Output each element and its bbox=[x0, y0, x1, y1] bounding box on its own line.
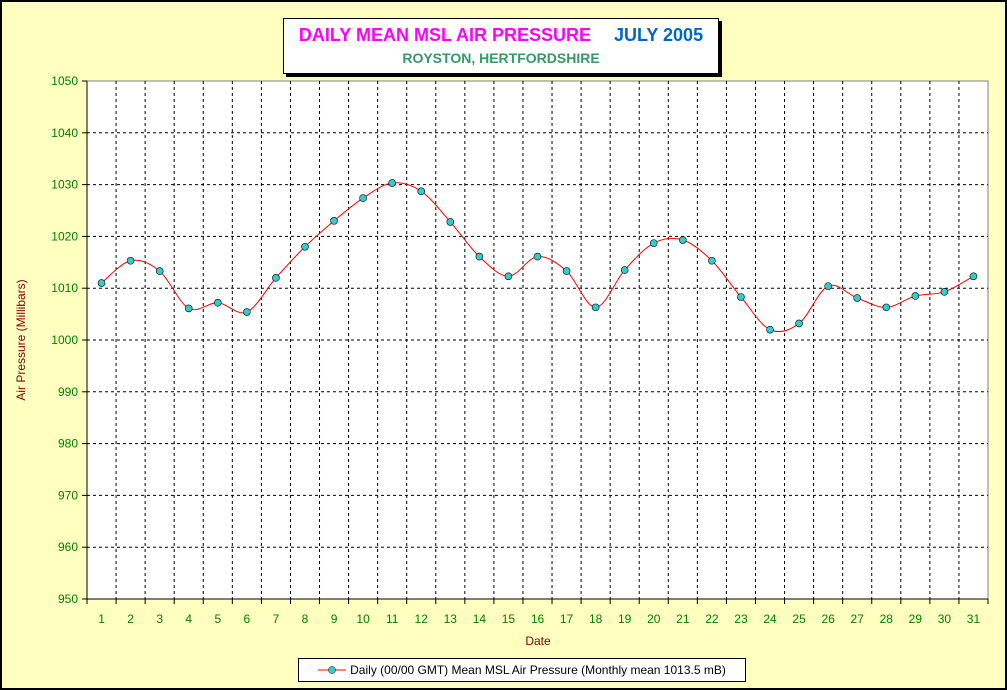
data-point bbox=[330, 217, 338, 225]
x-tick-label: 19 bbox=[618, 612, 632, 626]
y-tick-label: 980 bbox=[58, 437, 78, 451]
x-tick-label: 22 bbox=[705, 612, 719, 626]
data-point bbox=[795, 319, 803, 328]
x-tick-label: 8 bbox=[302, 612, 309, 626]
data-point bbox=[969, 272, 978, 281]
x-tick-label: 3 bbox=[156, 612, 163, 626]
y-tick-label: 1040 bbox=[51, 126, 78, 140]
x-tick-label: 31 bbox=[967, 612, 981, 626]
data-point bbox=[591, 303, 600, 312]
x-tick-label: 26 bbox=[821, 612, 835, 626]
x-tick-label: 9 bbox=[331, 612, 338, 626]
x-tick-label: 5 bbox=[214, 612, 221, 626]
chart-title-date: JULY 2005 bbox=[614, 25, 704, 45]
x-tick-label: 18 bbox=[589, 612, 603, 626]
data-point bbox=[184, 304, 193, 313]
x-tick-label: 27 bbox=[851, 612, 865, 626]
data-point bbox=[417, 187, 426, 196]
data-point bbox=[504, 272, 513, 281]
data-point bbox=[620, 266, 629, 274]
x-tick-label: 29 bbox=[909, 612, 923, 626]
data-point bbox=[911, 292, 920, 300]
data-point bbox=[475, 252, 484, 261]
title-line: DAILY MEAN MSL AIR PRESSURE JULY 2005 bbox=[284, 25, 718, 46]
data-point bbox=[359, 194, 367, 202]
x-tick-label: 21 bbox=[676, 612, 690, 626]
data-point bbox=[126, 256, 135, 265]
data-point bbox=[679, 236, 687, 244]
x-tick-label: 30 bbox=[938, 612, 952, 626]
x-tick-label: 1 bbox=[98, 612, 105, 626]
y-tick-label: 970 bbox=[58, 488, 78, 502]
x-tick-label: 20 bbox=[647, 612, 661, 626]
data-point bbox=[446, 218, 455, 226]
data-point bbox=[213, 298, 222, 307]
chart-title: DAILY MEAN MSL AIR PRESSURE bbox=[298, 25, 591, 45]
data-point bbox=[824, 282, 832, 290]
x-tick-label: 23 bbox=[734, 612, 748, 626]
chart-subtitle: ROYSTON, HERTFORDSHIRE bbox=[402, 50, 600, 66]
data-point bbox=[97, 279, 106, 287]
data-point bbox=[708, 256, 716, 265]
data-point bbox=[533, 252, 542, 261]
data-point bbox=[155, 267, 164, 275]
data-point bbox=[243, 308, 251, 316]
x-tick-label: 25 bbox=[792, 612, 806, 626]
y-tick-label: 1050 bbox=[51, 74, 78, 88]
data-point bbox=[766, 325, 774, 334]
legend: Daily (00/00 GMT) Mean MSL Air Pressure … bbox=[298, 658, 746, 682]
y-tick-label: 950 bbox=[58, 592, 78, 606]
y-tick-label: 990 bbox=[58, 385, 78, 399]
x-axis-label: Date bbox=[525, 634, 551, 648]
data-point bbox=[737, 293, 745, 301]
y-tick-label: 1010 bbox=[51, 281, 78, 295]
data-point bbox=[388, 179, 396, 187]
x-tick-label: 16 bbox=[531, 612, 545, 626]
y-tick-label: 1030 bbox=[51, 178, 78, 192]
x-tick-label: 11 bbox=[386, 612, 399, 626]
x-tick-label: 2 bbox=[127, 612, 134, 626]
y-axis-label: Air Pressure (Millibars) bbox=[14, 279, 28, 401]
data-point bbox=[940, 288, 949, 296]
title-box: DAILY MEAN MSL AIR PRESSURE JULY 2005 RO… bbox=[283, 18, 719, 74]
data-point bbox=[301, 242, 309, 251]
x-tick-label: 7 bbox=[273, 612, 280, 626]
y-tick-label: 960 bbox=[58, 540, 78, 554]
x-tick-label: 10 bbox=[356, 612, 370, 626]
data-point bbox=[272, 274, 280, 282]
x-tick-label: 6 bbox=[244, 612, 251, 626]
data-point bbox=[649, 239, 658, 247]
data-point bbox=[562, 267, 571, 275]
y-tick-label: 1000 bbox=[51, 333, 78, 347]
x-tick-label: 4 bbox=[185, 612, 192, 626]
y-tick-label: 1020 bbox=[51, 229, 78, 243]
x-tick-label: 28 bbox=[880, 612, 894, 626]
data-point bbox=[853, 294, 862, 302]
x-tick-label: 15 bbox=[502, 612, 516, 626]
x-tick-label: 14 bbox=[473, 612, 487, 626]
data-point bbox=[882, 303, 891, 312]
legend-label: Daily (00/00 GMT) Mean MSL Air Pressure … bbox=[350, 663, 726, 677]
x-tick-label: 13 bbox=[444, 612, 458, 626]
x-tick-label: 24 bbox=[763, 612, 777, 626]
legend-swatch bbox=[318, 666, 347, 674]
x-tick-label: 12 bbox=[415, 612, 429, 626]
x-tick-label: 17 bbox=[560, 612, 574, 626]
